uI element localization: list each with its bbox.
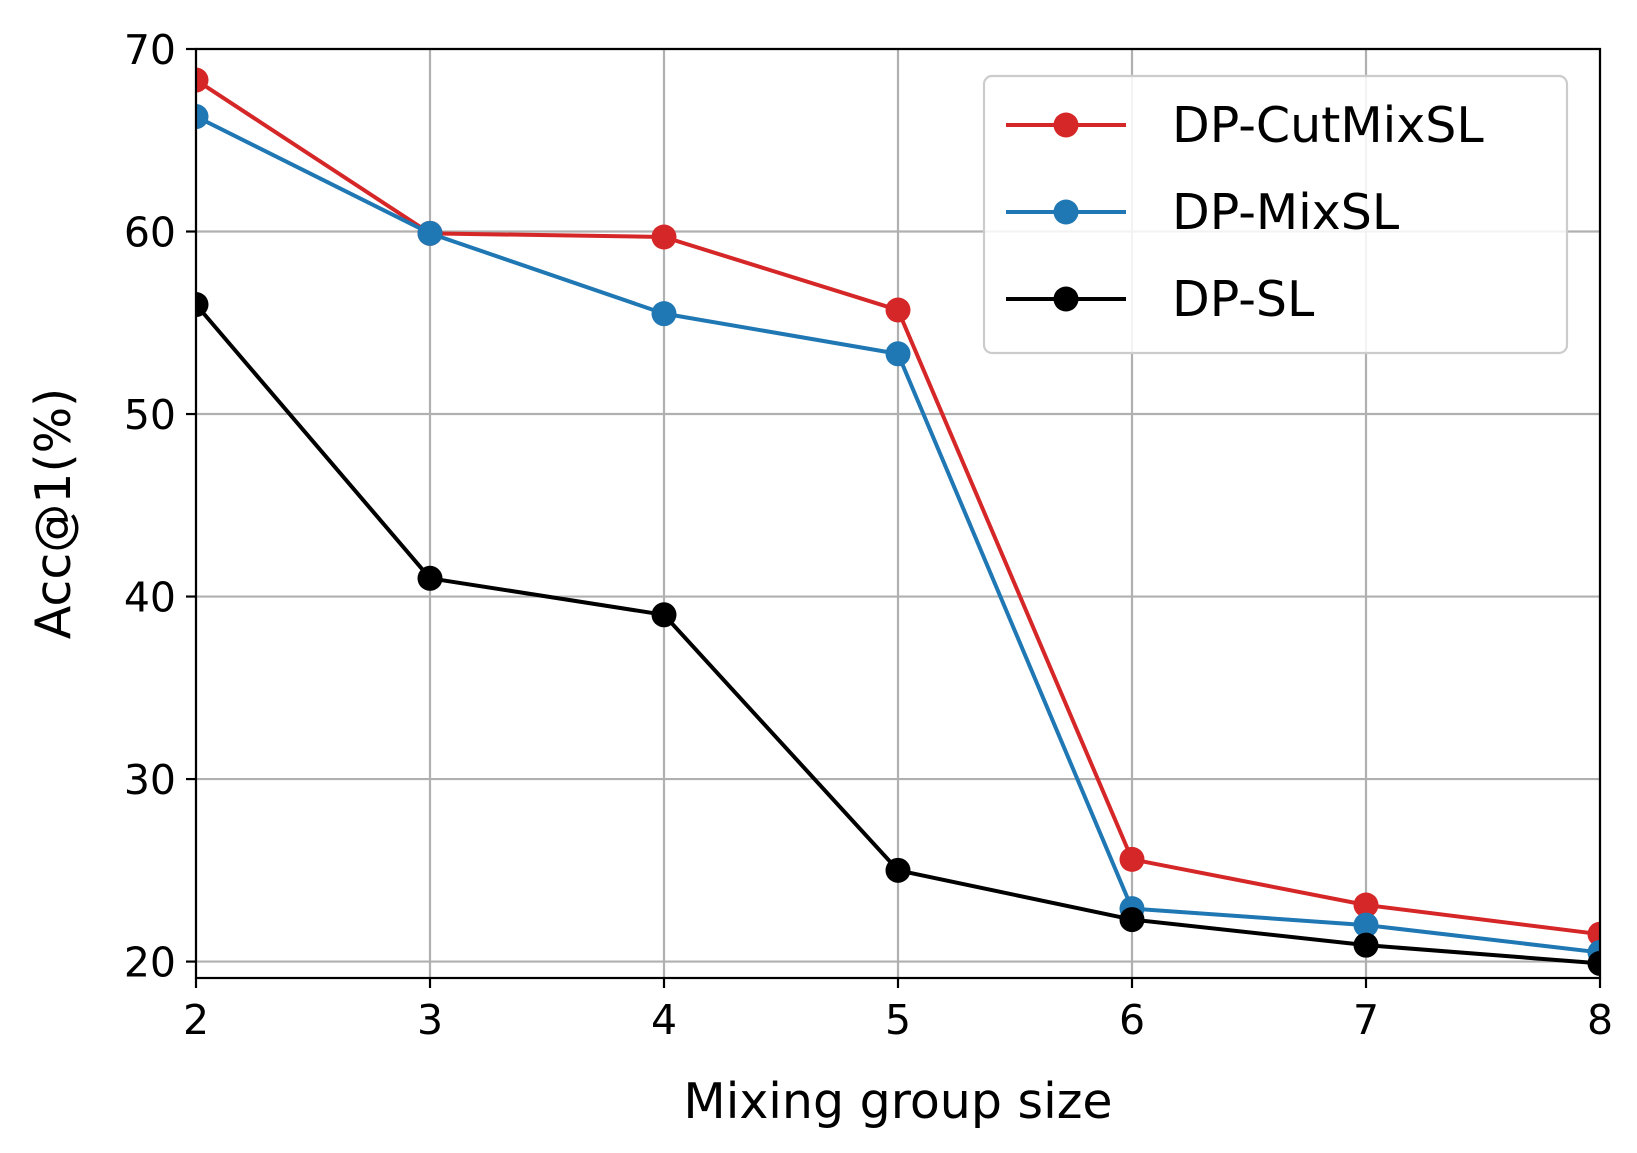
legend-label-dp-cutmixsl: DP-CutMixSL — [1172, 97, 1484, 154]
x-tick-label: 4 — [651, 996, 677, 1044]
y-axis-title: Acc@1(%) — [25, 388, 82, 640]
x-tick-labels: 2 3 4 5 6 7 8 — [183, 996, 1613, 1044]
legend-label-dp-mixsl: DP-MixSL — [1172, 184, 1400, 241]
y-tick-label: 20 — [124, 939, 176, 987]
x-tick-label: 7 — [1353, 996, 1379, 1044]
x-tick-label: 8 — [1587, 996, 1613, 1044]
data-point-dp-sl — [1353, 932, 1379, 958]
data-point-dp-sl — [651, 602, 677, 628]
legend: DP-CutMixSL DP-MixSL DP-SL — [982, 74, 1569, 355]
y-tick-label: 60 — [124, 209, 176, 257]
legend-marker-dp-cutmixsl — [1053, 112, 1079, 138]
data-point-dp-cutmixsl — [195, 67, 209, 93]
data-point-dp-mixsl — [1353, 912, 1379, 938]
series-layer — [195, 67, 1601, 976]
y-tick-label: 70 — [124, 26, 176, 74]
series-dp-sl — [195, 292, 1601, 976]
y-tick-label: 30 — [124, 756, 176, 804]
data-point-dp-sl — [885, 857, 911, 883]
axis-ticks — [186, 47, 1602, 988]
legend-marker-dp-mixsl — [1053, 199, 1079, 225]
x-tick-label: 6 — [1119, 996, 1145, 1044]
data-point-dp-cutmixsl — [651, 224, 677, 250]
grid — [194, 47, 1602, 978]
data-point-dp-sl — [195, 292, 209, 318]
y-tick-label: 50 — [124, 391, 176, 439]
data-point-dp-cutmixsl — [885, 297, 911, 323]
data-point-dp-mixsl — [195, 104, 209, 130]
data-point-dp-sl — [1587, 950, 1601, 976]
data-point-dp-mixsl — [417, 220, 443, 246]
x-tick-label: 2 — [183, 996, 209, 1044]
data-point-dp-sl — [417, 565, 443, 591]
x-tick-label: 5 — [885, 996, 911, 1044]
data-point-dp-mixsl — [651, 301, 677, 327]
legend-label-dp-sl: DP-SL — [1172, 271, 1315, 328]
legend-marker-dp-sl — [1053, 286, 1079, 312]
y-tick-label: 40 — [124, 574, 176, 622]
legend-box — [982, 74, 1569, 355]
x-tick-label: 3 — [417, 996, 443, 1044]
data-point-dp-cutmixsl — [1119, 846, 1145, 872]
data-point-dp-mixsl — [885, 341, 911, 367]
y-tick-labels: 20 30 40 50 60 70 — [124, 26, 176, 987]
data-point-dp-sl — [1119, 907, 1145, 933]
data-point-dp-cutmixsl — [1353, 892, 1379, 918]
x-axis-title: Mixing group size — [683, 1073, 1112, 1130]
